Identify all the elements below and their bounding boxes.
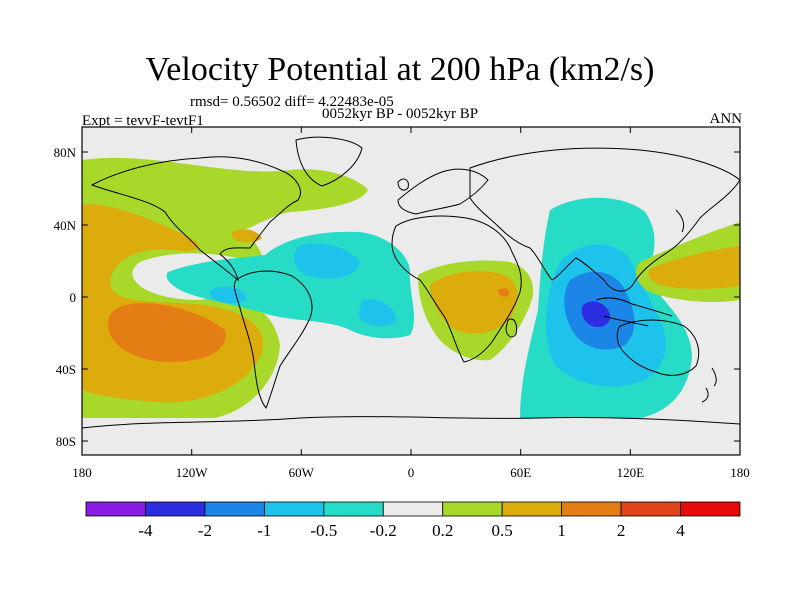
contour-pacific-pos-0.5 bbox=[82, 204, 264, 403]
africa-coast bbox=[391, 215, 522, 363]
colorbar-label: -2 bbox=[198, 521, 212, 540]
asia-coast bbox=[469, 147, 740, 292]
lon-label: 0 bbox=[408, 465, 415, 480]
colorbar-label: 1 bbox=[557, 521, 566, 540]
colorbar-label: -0.5 bbox=[310, 521, 337, 540]
colorbar-label: 0.2 bbox=[432, 521, 453, 540]
lat-label: 40S bbox=[56, 362, 76, 377]
coastlines bbox=[82, 136, 740, 429]
antarctica-coast bbox=[82, 416, 740, 429]
colorbar-label: -1 bbox=[257, 521, 271, 540]
contour-pacific-pos-1 bbox=[108, 303, 226, 362]
japan-coast bbox=[675, 209, 685, 233]
greenland-coast bbox=[295, 136, 363, 187]
colorbar-label: -4 bbox=[138, 521, 153, 540]
figure-title: Velocity Potential at 200 hPa (km2/s) bbox=[145, 51, 655, 88]
experiment-label: Expt = tevvF-tevtF1 bbox=[82, 113, 204, 129]
colorbar-label: 2 bbox=[617, 521, 626, 540]
contour-africa-pos-0.5 bbox=[430, 271, 518, 334]
lon-label: 60W bbox=[289, 465, 315, 480]
contour-atlantic-neg-0.5 bbox=[210, 243, 397, 327]
lat-labels: 80N 40N 0 40S 80S bbox=[54, 145, 77, 449]
contour-north-pos-0.2 bbox=[82, 157, 368, 231]
lat-label: 40N bbox=[54, 218, 77, 233]
lon-labels: 180 120W 60W 0 60E 120E 180 bbox=[72, 465, 750, 480]
lat-label: 0 bbox=[70, 290, 77, 305]
period-label: 0052kyr BP - 0052kyr BP bbox=[322, 106, 479, 122]
colorbar-swatch bbox=[85, 501, 146, 517]
uk-coast bbox=[397, 178, 409, 191]
colorbar: -4 -2 -1 -0.5 -0.2 0.2 0.5 1 2 4 bbox=[85, 501, 741, 540]
colorbar-label: 4 bbox=[676, 521, 685, 540]
colorbar-swatch bbox=[561, 501, 622, 517]
australia-coast bbox=[616, 319, 700, 376]
lon-label: 60E bbox=[510, 465, 531, 480]
lat-label: 80S bbox=[56, 434, 76, 449]
colorbar-label: 0.5 bbox=[492, 521, 513, 540]
north-america-coast bbox=[90, 156, 301, 282]
colorbar-swatch bbox=[680, 501, 741, 517]
europe-coast bbox=[397, 168, 489, 215]
lon-label: 120W bbox=[176, 465, 209, 480]
colorbar-swatch bbox=[204, 501, 265, 517]
season-label: ANN bbox=[709, 111, 743, 127]
colorbar-swatch bbox=[501, 501, 563, 517]
south-america-coast bbox=[233, 270, 313, 409]
lon-label: 180 bbox=[730, 465, 750, 480]
indonesia-coast bbox=[595, 297, 673, 327]
tick-marks bbox=[81, 127, 741, 455]
lat-label: 80N bbox=[54, 145, 77, 160]
colorbar-swatch bbox=[145, 501, 206, 517]
lon-label: 120E bbox=[617, 465, 645, 480]
colorbar-swatch bbox=[323, 501, 384, 517]
contour-africa-pos-1 bbox=[498, 288, 510, 297]
madagascar-coast bbox=[505, 318, 517, 338]
contour-gulf-pos-0.5 bbox=[232, 229, 262, 243]
colorbar-label: -0.2 bbox=[370, 521, 397, 540]
rmsd-line: rmsd= 0.56502 diff= 4.22483e-05 bbox=[190, 94, 394, 110]
colorbar-swatch bbox=[442, 501, 503, 517]
new-zealand-coast bbox=[701, 367, 717, 403]
lon-label: 180 bbox=[72, 465, 92, 480]
contour-indian-neg-2 bbox=[581, 301, 611, 327]
contour-wpac-pos-0.5 bbox=[648, 246, 740, 289]
colorbar-swatch bbox=[382, 501, 444, 517]
colorbar-swatch bbox=[620, 501, 681, 517]
colorbar-swatch bbox=[263, 501, 325, 517]
